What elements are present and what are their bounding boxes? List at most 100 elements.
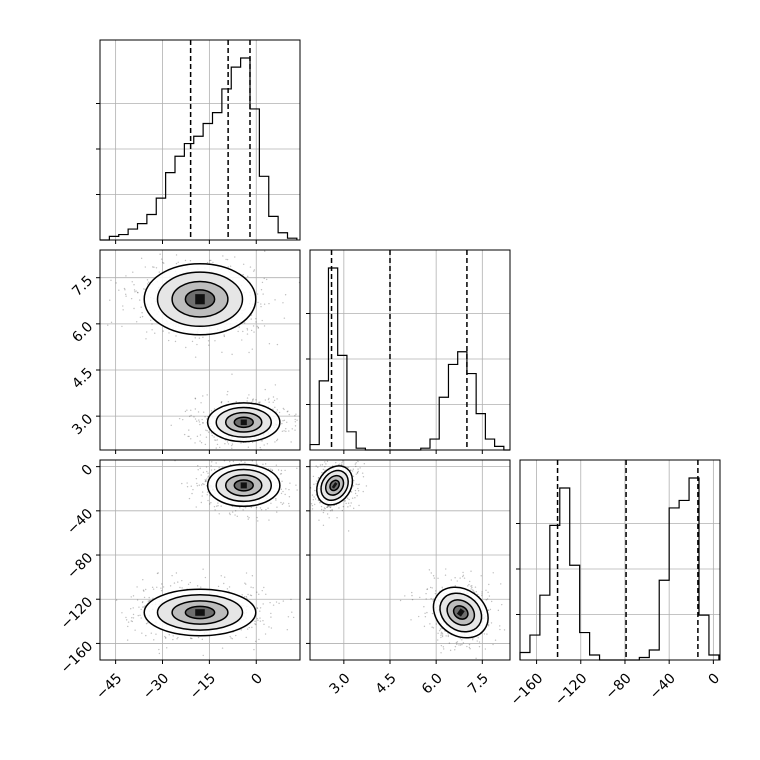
sample-point bbox=[143, 596, 146, 599]
sample-point bbox=[352, 507, 355, 510]
sample-point bbox=[245, 583, 247, 585]
sample-point bbox=[140, 306, 142, 308]
sample-point bbox=[190, 637, 192, 639]
sample-point bbox=[472, 589, 474, 591]
sample-point bbox=[490, 622, 493, 624]
sample-point bbox=[211, 461, 213, 463]
sample-point bbox=[290, 441, 292, 443]
histogram-step-0 bbox=[100, 57, 298, 241]
sample-point bbox=[220, 400, 223, 403]
sample-point bbox=[195, 420, 198, 422]
sample-point bbox=[130, 608, 132, 610]
sample-point bbox=[454, 577, 456, 579]
sample-point bbox=[150, 632, 152, 634]
sample-point bbox=[210, 410, 213, 412]
contour-line-3 bbox=[233, 416, 254, 429]
sample-point bbox=[253, 648, 255, 651]
sample-point bbox=[290, 598, 292, 601]
sample-point bbox=[254, 620, 256, 623]
sample-point bbox=[249, 454, 250, 455]
sample-point bbox=[257, 327, 260, 329]
sample-point bbox=[159, 253, 161, 255]
sample-point bbox=[195, 506, 197, 508]
sample-point bbox=[262, 463, 264, 466]
sample-point bbox=[354, 492, 357, 495]
sample-point bbox=[315, 483, 318, 485]
sample-point bbox=[109, 299, 111, 301]
sample-point bbox=[251, 575, 254, 577]
y-tick-label-1-2: 6.0 bbox=[69, 319, 96, 346]
sample-point bbox=[244, 461, 246, 464]
sample-point bbox=[202, 411, 205, 413]
sample-point bbox=[282, 600, 285, 602]
sample-point bbox=[223, 335, 226, 338]
sample-point bbox=[349, 469, 352, 472]
sample-point bbox=[171, 574, 173, 577]
sample-point bbox=[241, 594, 243, 596]
sample-point bbox=[263, 303, 266, 305]
density-peak bbox=[195, 609, 205, 616]
sample-point bbox=[199, 423, 201, 426]
sample-point bbox=[144, 203, 145, 204]
sample-point bbox=[148, 596, 150, 599]
sample-point bbox=[201, 418, 203, 421]
sample-point bbox=[206, 261, 209, 264]
sample-point bbox=[203, 483, 205, 486]
sample-point bbox=[286, 421, 288, 423]
sample-point bbox=[438, 629, 441, 632]
sample-point bbox=[317, 477, 320, 479]
sample-point bbox=[168, 332, 170, 334]
sample-point bbox=[189, 260, 192, 262]
sample-point bbox=[321, 464, 324, 466]
sample-point bbox=[322, 524, 325, 527]
sample-point bbox=[326, 513, 329, 515]
sample-point bbox=[240, 460, 242, 462]
sample-point bbox=[339, 451, 340, 452]
sample-point bbox=[179, 586, 181, 589]
x-tick-label-2-3: −40 bbox=[647, 670, 679, 702]
sample-point bbox=[142, 606, 144, 608]
sample-point bbox=[324, 465, 326, 468]
sample-point bbox=[251, 460, 254, 462]
sample-point bbox=[357, 470, 359, 473]
sample-point bbox=[266, 443, 269, 445]
sample-point bbox=[206, 478, 208, 480]
sample-point bbox=[200, 474, 202, 476]
sample-point bbox=[281, 480, 283, 483]
sample-point bbox=[151, 586, 154, 589]
sample-point bbox=[130, 596, 132, 598]
sample-point bbox=[462, 575, 464, 578]
sample-point bbox=[229, 513, 231, 516]
sample-point bbox=[352, 485, 354, 487]
y-tick-label-2-0: −160 bbox=[58, 638, 97, 677]
sample-point bbox=[256, 516, 258, 519]
sample-point bbox=[186, 409, 188, 411]
sample-point bbox=[492, 643, 494, 646]
sample-point bbox=[354, 463, 357, 465]
scatter-panel-1-2 bbox=[309, 459, 511, 661]
sample-point bbox=[166, 241, 167, 242]
sample-point bbox=[352, 468, 355, 470]
sample-point bbox=[160, 587, 162, 589]
sample-point bbox=[136, 599, 139, 601]
sample-point bbox=[256, 591, 258, 593]
sample-point bbox=[288, 496, 291, 498]
sample-point bbox=[500, 583, 502, 585]
sample-point bbox=[202, 422, 204, 424]
sample-point bbox=[356, 495, 358, 497]
sample-point bbox=[288, 488, 290, 491]
sample-point bbox=[259, 607, 262, 609]
sample-point bbox=[426, 588, 428, 591]
sample-point bbox=[435, 590, 437, 592]
sample-point bbox=[424, 612, 426, 615]
sample-point bbox=[487, 623, 490, 626]
sample-point bbox=[197, 411, 200, 413]
sample-point bbox=[411, 591, 413, 594]
sample-point bbox=[489, 608, 492, 611]
sample-point bbox=[428, 569, 431, 571]
sample-point bbox=[237, 457, 238, 458]
sample-point bbox=[207, 340, 210, 342]
sample-point bbox=[276, 409, 279, 411]
sample-point bbox=[320, 508, 323, 511]
sample-point bbox=[251, 441, 254, 444]
